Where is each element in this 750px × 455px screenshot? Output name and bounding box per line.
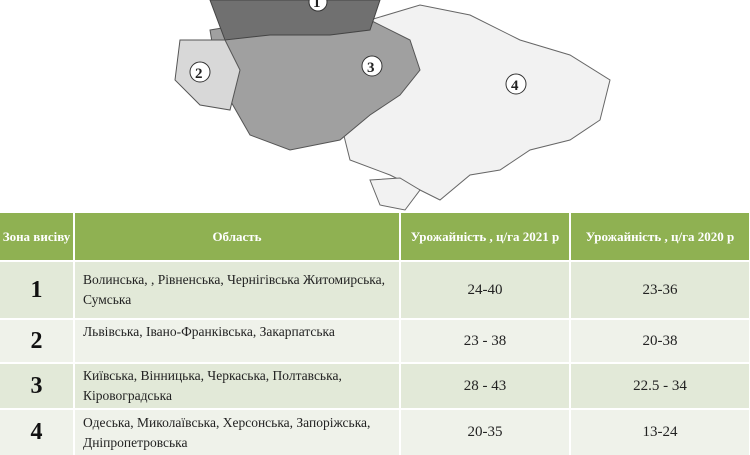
zone-label-4: 4 [511,78,519,94]
yield-2021-cell: 28 - 43 [400,362,571,409]
table-row: 4 Одеська, Миколаївська, Херсонська, Зап… [0,408,750,455]
yield-2020-cell: 13-24 [570,408,750,455]
header-region: Область [74,213,401,261]
region-cell: Львівська, Івано-Франківська, Закарпатсь… [74,318,401,363]
header-yield-2021: Урожайність , ц/га 2021 р [400,213,571,261]
yield-2021-cell: 23 - 38 [400,318,571,363]
yield-2020-cell: 20-38 [570,318,750,363]
table-header: Зона висіву Область Урожайність , ц/га 2… [0,213,750,261]
region-cell: Волинська, , Рівненська, Чернігівська Жи… [74,260,401,319]
yield-2020-cell: 23-36 [570,260,750,319]
yield-2021-cell: 20-35 [400,408,571,455]
zone-cell: 1 [0,260,75,319]
zone-cell: 2 [0,318,75,363]
zone-label-3: 3 [367,60,375,76]
table-row: 3 Київська, Вінницька, Черкаська, Полтав… [0,362,750,409]
zone-label-1: 1 [313,0,321,11]
header-zone: Зона висіву [0,213,75,261]
zone-cell: 4 [0,408,75,455]
region-cell: Київська, Вінницька, Черкаська, Полтавсь… [74,362,401,409]
region-cell: Одеська, Миколаївська, Херсонська, Запор… [74,408,401,455]
yield-2020-cell: 22.5 - 34 [570,362,750,409]
header-yield-2020: Урожайність , ц/га 2020 р [570,213,750,261]
table-row: 1 Волинська, , Рівненська, Чернігівська … [0,260,750,319]
ukraine-zone-map: 1 2 3 4 [174,0,611,211]
table-row: 2 Львівська, Івано-Франківська, Закарпат… [0,318,750,363]
yield-2021-cell: 24-40 [400,260,571,319]
crimea [369,177,421,211]
zone-label-2: 2 [195,66,203,82]
yield-table: Зона висіву Область Урожайність , ц/га 2… [0,213,750,455]
zone-cell: 3 [0,362,75,409]
